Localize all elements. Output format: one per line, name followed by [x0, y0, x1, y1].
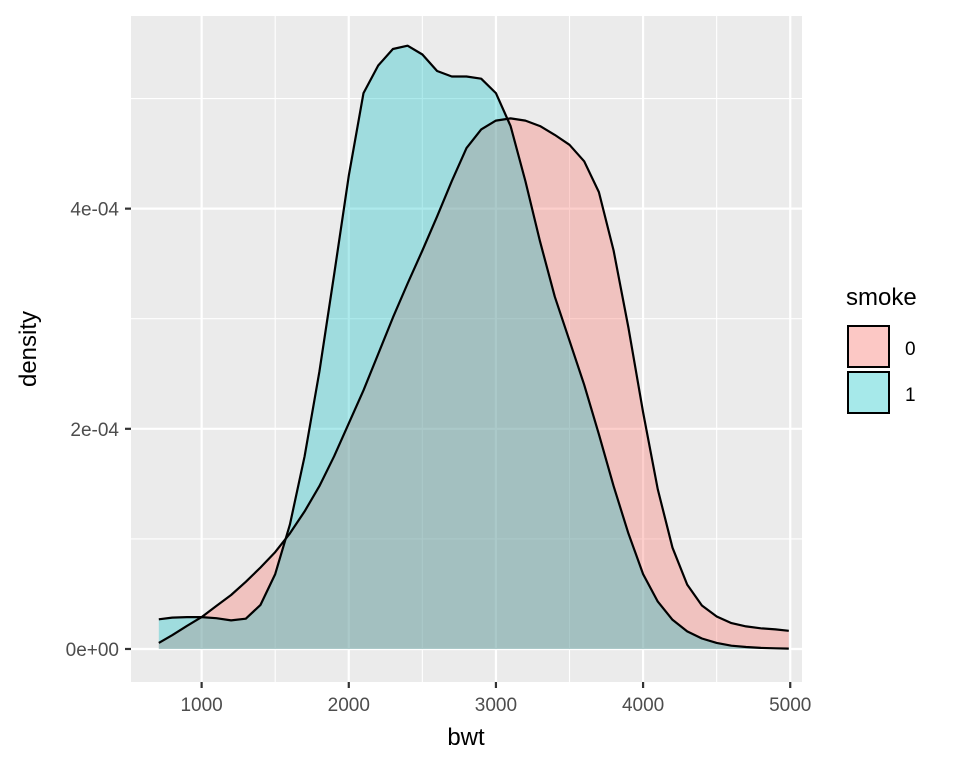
y-axis: 0e+00 2e-04 4e-04 [66, 200, 131, 661]
y-tick-label: 2e-04 [70, 420, 119, 441]
y-axis-title: density [15, 311, 42, 387]
legend: smoke 0 1 [846, 284, 917, 414]
x-tick-label: 1000 [180, 695, 222, 716]
legend-key-0 [847, 325, 890, 368]
density-line-smoke-1 [158, 44, 789, 650]
y-tick-label: 0e+00 [66, 640, 119, 661]
legend-key-1 [847, 371, 890, 414]
x-axis-title: bwt [447, 724, 485, 751]
density-area-smoke-0 [158, 118, 789, 649]
x-tick-label: 2000 [328, 695, 370, 716]
density-series [158, 44, 789, 650]
legend-label-1: 1 [905, 385, 916, 406]
x-tick-label: 3000 [475, 695, 517, 716]
plot-panel [131, 16, 802, 682]
minor-gridlines [131, 16, 802, 682]
x-tick-label: 4000 [622, 695, 664, 716]
density-line-smoke-0 [158, 117, 789, 644]
y-tick-label: 4e-04 [70, 200, 119, 221]
x-axis: 1000 2000 3000 4000 5000 [180, 682, 811, 716]
legend-title: smoke [846, 284, 917, 311]
legend-label-0: 0 [905, 339, 916, 360]
density-area-smoke-1 [158, 45, 789, 649]
x-tick-label: 5000 [769, 695, 811, 716]
